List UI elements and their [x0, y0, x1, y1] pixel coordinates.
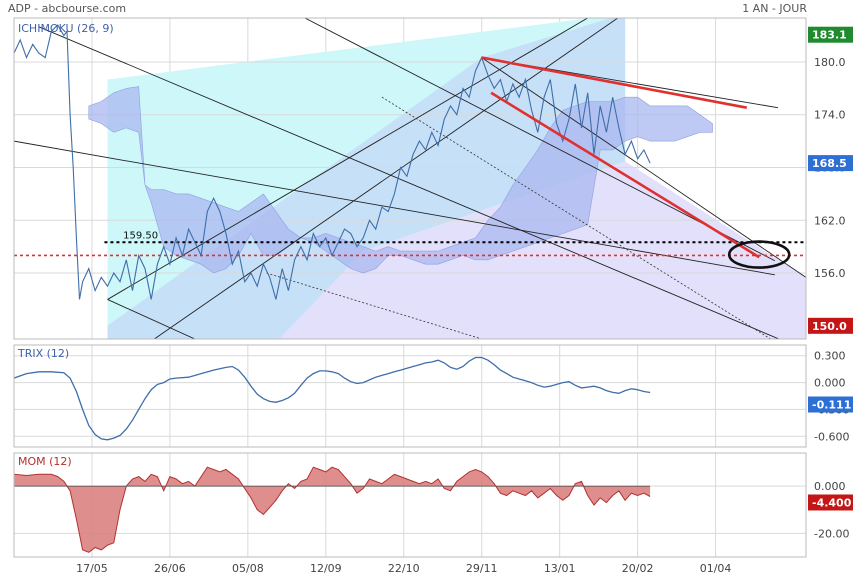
resistance-annotation-label: 159.50 [123, 230, 158, 241]
panel-frame-2 [13, 344, 807, 448]
period-label: 1 AN - JOUR [742, 2, 807, 15]
price-label-box-1 [808, 155, 853, 172]
trend-line-0 [107, 18, 589, 300]
channel-zone [107, 18, 626, 339]
x-tick-4: 22/10 [388, 562, 420, 575]
trix-line [14, 356, 651, 441]
x-tick-0: 17/05 [76, 562, 108, 575]
trend-line-2 [154, 18, 619, 339]
mom-area [14, 467, 651, 553]
mom-plot-area [14, 466, 806, 553]
trix-last-label: -0.111 [812, 399, 851, 412]
chart-source-label: ADP - abcbourse.com [8, 2, 127, 15]
price-label-1: 168.5 [812, 157, 847, 170]
trix-y-tick-0: 0.300 [814, 350, 846, 363]
median-dashed-line-1 [266, 272, 482, 339]
red-target-trendline [490, 91, 760, 259]
trend-line-6 [14, 140, 775, 276]
trend-line-1 [107, 299, 196, 339]
mom-last-label: -4.400 [812, 496, 852, 509]
trix-last-label-box [808, 396, 853, 413]
ichimoku-y-tick-3: 174.0 [814, 109, 846, 122]
target-ellipse [727, 240, 791, 269]
x-tick-7: 20/02 [622, 562, 654, 575]
trend-line-3 [38, 26, 781, 339]
trix-y-tick-3: -0.600 [814, 430, 849, 443]
x-tick-8: 01/04 [700, 562, 732, 575]
price-line [14, 24, 651, 300]
trend-line-7 [303, 18, 776, 262]
ichimoku-y-tick-0: 156.0 [814, 267, 846, 280]
price-label-2: 150.0 [812, 320, 847, 333]
x-tick-3: 12/09 [310, 562, 342, 575]
price-label-box-2 [808, 317, 853, 334]
mom-y-tick-0: 0.000 [814, 480, 846, 493]
panel-frame-1 [13, 17, 807, 340]
price-label-0: 183.1 [812, 29, 847, 42]
mom-y-tick-1: -20.00 [814, 527, 849, 540]
mom-title: MOM (12) [18, 455, 72, 468]
ichimoku-plot-area: 159.50 [14, 18, 806, 339]
x-tick-6: 13/01 [544, 562, 576, 575]
ichimoku-y-tick-4: 180.0 [814, 56, 846, 69]
x-tick-2: 05/08 [232, 562, 264, 575]
median-dashed-line-0 [381, 96, 772, 339]
mom-last-label-box [808, 494, 853, 511]
trix-plot-area [14, 355, 806, 441]
price-label-box-0 [808, 26, 853, 43]
x-tick-5: 29/11 [466, 562, 498, 575]
mom-line [14, 466, 651, 553]
panel-frame-3 [13, 452, 807, 558]
trix-title: TRIX (12) [17, 347, 69, 360]
ichimoku-y-tick-1: 162.0 [814, 214, 846, 227]
x-tick-1: 26/06 [154, 562, 186, 575]
trix-y-tick-1: 0.000 [814, 377, 846, 390]
ichimoku-title: ICHIMOKU (26, 9) [18, 22, 114, 35]
red-resistance-trendline [481, 56, 747, 109]
